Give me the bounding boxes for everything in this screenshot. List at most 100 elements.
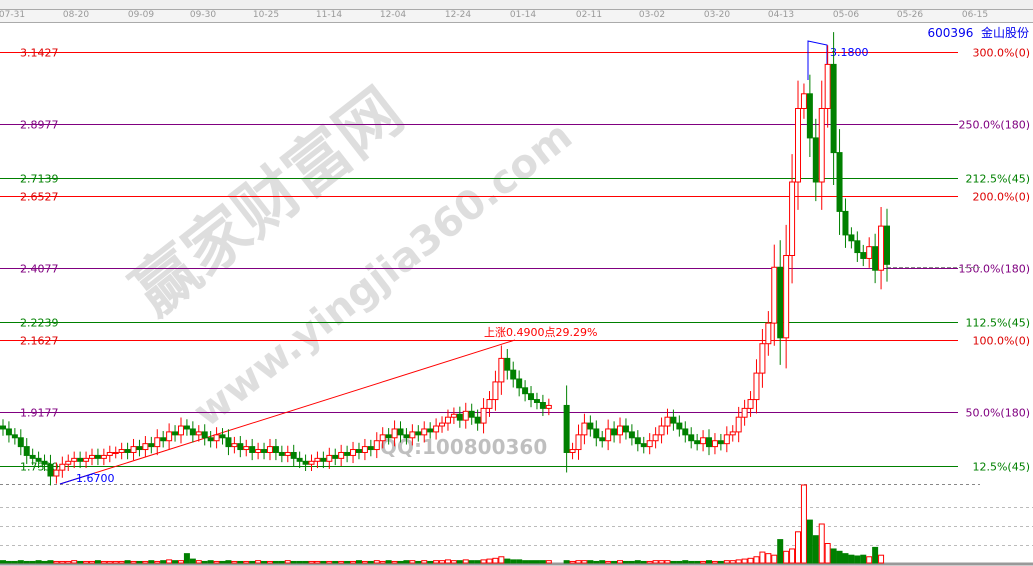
volume-bar (124, 560, 131, 564)
volume-bar (5, 560, 12, 564)
volume-bar (272, 560, 279, 564)
volume-bar (522, 560, 529, 564)
candle-body (753, 372, 760, 401)
candle-body (646, 440, 653, 448)
volume-bar (0, 560, 6, 564)
volume-bar (255, 560, 262, 564)
date-tick: 06-15 (961, 10, 989, 20)
volume-bar (266, 560, 273, 564)
volume-bar (735, 559, 742, 564)
candle-body (516, 378, 523, 389)
candle-body (207, 437, 214, 442)
volume-bar (142, 560, 149, 564)
volume-bar (148, 560, 155, 564)
volume-bar (777, 539, 784, 564)
candle-body (23, 446, 30, 456)
volume-bar (741, 558, 748, 564)
candle-body (314, 457, 321, 462)
candle-body (486, 399, 493, 409)
candle-body (735, 416, 742, 433)
fib-level-label: 250.0%(180) (958, 119, 1030, 132)
volume-bar (729, 560, 736, 564)
candle-body (77, 457, 84, 462)
candle-body (848, 234, 855, 242)
candle-body (522, 387, 529, 395)
volume-bar (367, 560, 374, 564)
date-tick: 08-20 (62, 10, 90, 20)
volume-bar (219, 560, 226, 564)
volume-bar (842, 553, 849, 564)
candle-body (605, 428, 612, 442)
volume-bar (314, 560, 321, 564)
level-label-bg (958, 460, 1033, 473)
stock-code: 600396 (927, 26, 974, 40)
candle-body (587, 422, 594, 430)
volume-bar (332, 560, 339, 564)
low-marker (59, 472, 96, 485)
candle-body (130, 446, 137, 453)
volume-bar (338, 560, 345, 564)
candle-body (575, 434, 582, 451)
volume-bar (480, 559, 487, 564)
candle-body (302, 460, 309, 465)
price-level-label: 2.7139 (20, 173, 59, 186)
volume-bar (872, 546, 879, 564)
candle-body (545, 404, 552, 409)
candle-body (682, 428, 689, 436)
candle-body (830, 63, 837, 154)
price-level-label: 2.2239 (20, 317, 59, 330)
date-tick: 03-02 (638, 10, 666, 20)
volume-bar (249, 560, 256, 564)
volume-bar (65, 560, 72, 564)
volume-bar (427, 560, 434, 564)
toolbar[interactable] (0, 0, 1033, 10)
candle-body (183, 425, 190, 430)
volume-bar (296, 560, 303, 564)
candle-body (261, 449, 268, 453)
candle-body (670, 416, 677, 424)
candle-body (17, 437, 24, 448)
volume-bar (160, 560, 167, 564)
candle-body (480, 407, 487, 424)
volume-bar (59, 560, 66, 564)
volume-bar (290, 560, 297, 564)
volume-bar (23, 560, 30, 564)
candle-body (367, 446, 374, 451)
candle-body (290, 451, 297, 459)
volume-bar (539, 560, 546, 564)
fib-level-label: 112.5%(45) (965, 317, 1030, 330)
candle-body (729, 431, 736, 436)
volume-bar (634, 560, 641, 564)
fib-level-label: 212.5%(45) (965, 173, 1030, 186)
price-level-label: 2.8977 (20, 119, 59, 132)
candle-body (83, 457, 90, 462)
level-label-bg (958, 190, 1033, 203)
volume-bar (106, 560, 113, 564)
candle-body (528, 393, 535, 401)
volume-bar (866, 556, 873, 564)
candle-body (628, 431, 635, 439)
volume-bar (700, 560, 707, 564)
volume-bar (622, 560, 629, 564)
candle-body (717, 440, 724, 445)
date-tick: 11-14 (315, 10, 343, 20)
candle-body (47, 463, 54, 477)
volume-bar (35, 560, 42, 564)
volume-bar (628, 560, 635, 564)
volume-bar (118, 560, 125, 564)
volume-bar (166, 559, 173, 564)
date-tick: 05-06 (832, 10, 860, 20)
candle-body (65, 460, 72, 465)
candle-body (771, 266, 778, 324)
volume-bar (29, 560, 36, 564)
volume-bar (486, 558, 493, 564)
volume-bar (450, 560, 457, 564)
volume-bar (617, 560, 624, 564)
candle-body (806, 93, 813, 139)
high-marker (807, 40, 828, 80)
candle-body (747, 399, 754, 409)
volume-bar (278, 560, 285, 564)
volume-bar (711, 560, 718, 564)
volume-bar (397, 560, 404, 564)
